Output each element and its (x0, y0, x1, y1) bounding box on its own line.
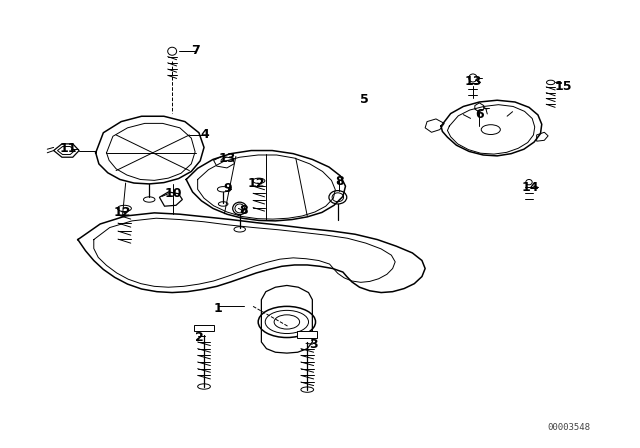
Text: 6: 6 (475, 108, 484, 121)
Text: 5: 5 (360, 93, 369, 106)
Ellipse shape (218, 187, 229, 192)
Ellipse shape (234, 227, 246, 232)
Ellipse shape (274, 315, 300, 329)
Polygon shape (194, 325, 214, 331)
Text: 1: 1 (214, 302, 223, 315)
Ellipse shape (265, 310, 308, 333)
Text: 00003548: 00003548 (547, 423, 590, 432)
Text: 10: 10 (164, 187, 182, 200)
Ellipse shape (329, 190, 347, 204)
Polygon shape (159, 192, 182, 206)
Ellipse shape (301, 387, 314, 392)
Polygon shape (297, 332, 317, 337)
Ellipse shape (117, 205, 131, 211)
Ellipse shape (475, 106, 483, 111)
Ellipse shape (198, 384, 211, 389)
Ellipse shape (233, 202, 246, 215)
Text: 4: 4 (201, 129, 210, 142)
Text: 13: 13 (219, 151, 236, 164)
Text: 8: 8 (335, 175, 344, 188)
Text: 7: 7 (191, 44, 200, 57)
Text: 11: 11 (60, 142, 77, 155)
Ellipse shape (481, 125, 500, 134)
Ellipse shape (258, 306, 316, 337)
Ellipse shape (253, 178, 265, 184)
Ellipse shape (468, 74, 477, 82)
Ellipse shape (332, 193, 344, 202)
Polygon shape (54, 144, 79, 157)
Ellipse shape (168, 47, 177, 55)
Text: 14: 14 (522, 181, 539, 194)
Ellipse shape (218, 202, 228, 206)
Text: 3: 3 (309, 338, 318, 351)
Text: 2: 2 (195, 331, 204, 344)
Text: 12: 12 (248, 177, 265, 190)
Text: 13: 13 (464, 75, 482, 88)
Ellipse shape (526, 180, 532, 185)
Ellipse shape (235, 204, 244, 213)
Ellipse shape (547, 80, 555, 85)
Text: 9: 9 (223, 182, 232, 195)
Text: 12: 12 (114, 207, 131, 220)
Polygon shape (214, 156, 235, 168)
Polygon shape (475, 103, 484, 112)
Text: 15: 15 (555, 80, 572, 93)
Text: 8: 8 (239, 204, 248, 217)
Ellipse shape (143, 197, 155, 202)
